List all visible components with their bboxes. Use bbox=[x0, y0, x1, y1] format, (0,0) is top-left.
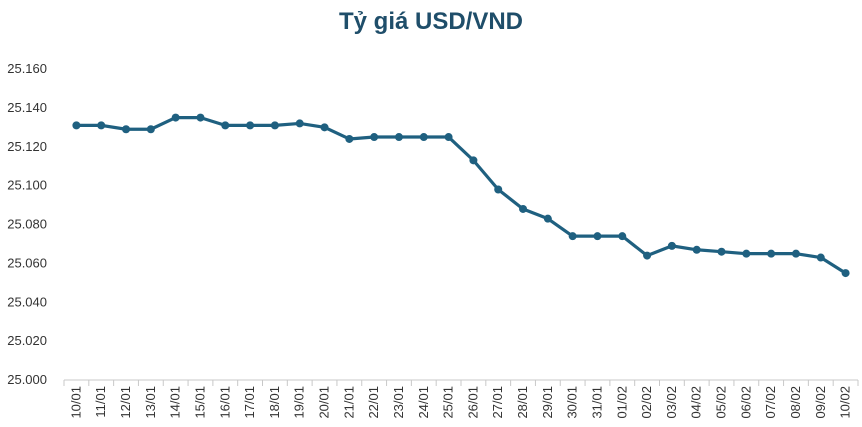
data-point bbox=[320, 123, 329, 132]
data-point bbox=[841, 269, 850, 278]
data-point bbox=[618, 232, 627, 241]
x-tick-label: 14/01 bbox=[168, 386, 183, 419]
y-tick-label: 25.060 bbox=[7, 255, 47, 270]
data-point bbox=[72, 121, 81, 130]
data-point bbox=[246, 121, 255, 130]
x-tick-label: 01/02 bbox=[614, 386, 629, 419]
y-tick-label: 25.100 bbox=[7, 178, 47, 193]
y-tick-label: 25.000 bbox=[7, 372, 47, 387]
x-tick-label: 17/01 bbox=[242, 386, 257, 419]
data-point bbox=[122, 125, 131, 134]
x-tick-label: 05/02 bbox=[714, 386, 729, 419]
data-point bbox=[643, 251, 652, 260]
x-tick-label: 29/01 bbox=[540, 386, 555, 419]
x-tick-label: 22/01 bbox=[366, 386, 381, 419]
y-tick-label: 25.160 bbox=[7, 61, 47, 76]
data-point bbox=[568, 232, 577, 241]
x-tick-label: 30/01 bbox=[565, 386, 580, 419]
x-tick-label: 23/01 bbox=[391, 386, 406, 419]
data-point bbox=[543, 214, 552, 223]
y-tick-label: 25.040 bbox=[7, 294, 47, 309]
x-tick-label: 27/01 bbox=[490, 386, 505, 419]
x-tick-label: 13/01 bbox=[143, 386, 158, 419]
x-tick-label: 11/01 bbox=[93, 386, 108, 418]
chart-title: Tỷ giá USD/VND bbox=[338, 8, 524, 35]
x-tick-label: 20/01 bbox=[317, 386, 332, 419]
y-tick-label: 25.140 bbox=[7, 100, 47, 115]
y-tick-label: 25.080 bbox=[7, 217, 47, 232]
data-point bbox=[295, 119, 304, 128]
x-tick-label: 25/01 bbox=[441, 386, 456, 419]
data-point bbox=[791, 249, 800, 258]
x-tick-label: 08/02 bbox=[788, 386, 803, 419]
data-point bbox=[519, 204, 528, 213]
x-tick-label: 18/01 bbox=[267, 386, 282, 419]
data-point bbox=[270, 121, 279, 130]
data-point bbox=[494, 185, 503, 194]
data-point bbox=[171, 113, 180, 122]
data-point bbox=[767, 249, 776, 258]
data-point bbox=[97, 121, 106, 130]
data-point bbox=[717, 247, 726, 256]
data-point bbox=[221, 121, 230, 130]
x-tick-label: 02/02 bbox=[639, 386, 654, 419]
x-tick-label: 24/01 bbox=[416, 386, 431, 419]
data-point bbox=[692, 245, 701, 254]
x-tick-label: 10/01 bbox=[68, 386, 83, 419]
data-point bbox=[593, 232, 602, 241]
data-point bbox=[394, 133, 403, 142]
data-point bbox=[667, 241, 676, 250]
data-point bbox=[742, 249, 751, 258]
y-tick-label: 25.120 bbox=[7, 139, 47, 154]
x-tick-label: 16/01 bbox=[217, 386, 232, 419]
data-point bbox=[816, 253, 825, 262]
x-tick-label: 03/02 bbox=[664, 386, 679, 419]
y-tick-label: 25.020 bbox=[7, 333, 47, 348]
x-tick-label: 28/01 bbox=[515, 386, 530, 419]
x-tick-label: 04/02 bbox=[689, 386, 704, 419]
data-point bbox=[469, 156, 478, 165]
x-tick-label: 10/02 bbox=[838, 386, 853, 419]
series-line bbox=[74, 115, 848, 275]
data-point bbox=[345, 134, 354, 143]
data-point bbox=[444, 133, 453, 142]
data-point bbox=[419, 133, 428, 142]
x-tick-label: 26/01 bbox=[465, 386, 480, 419]
data-point bbox=[146, 125, 155, 134]
x-tick-label: 09/02 bbox=[813, 386, 828, 419]
x-tick-label: 19/01 bbox=[292, 386, 307, 419]
x-tick-label: 07/02 bbox=[763, 386, 778, 419]
x-tick-label: 06/02 bbox=[738, 386, 753, 419]
x-tick-label: 31/01 bbox=[589, 386, 604, 419]
x-tick-label: 12/01 bbox=[118, 386, 133, 419]
x-tick-label: 21/01 bbox=[341, 386, 356, 419]
x-tick-label: 15/01 bbox=[192, 386, 207, 419]
data-point bbox=[370, 133, 379, 142]
data-point bbox=[196, 113, 205, 122]
